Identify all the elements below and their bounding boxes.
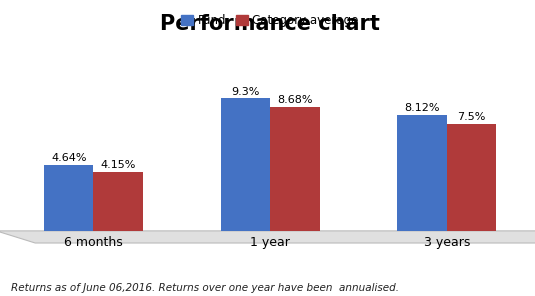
Bar (221, 98, 270, 231)
Text: Returns as of June 06,2016. Returns over one year have been  annualised.: Returns as of June 06,2016. Returns over… (11, 283, 399, 293)
Bar (447, 124, 496, 231)
Polygon shape (0, 231, 535, 243)
Text: 7.5%: 7.5% (457, 112, 486, 122)
Text: 8.12%: 8.12% (404, 103, 440, 113)
Text: 9.3%: 9.3% (231, 86, 259, 96)
Bar (398, 115, 447, 231)
Legend: Fund, Category average: Fund, Category average (181, 14, 359, 27)
Text: 8.68%: 8.68% (277, 95, 312, 105)
Title: Performance chart: Performance chart (160, 14, 380, 33)
Bar (44, 165, 94, 231)
Text: 4.15%: 4.15% (101, 160, 136, 170)
Bar (270, 107, 319, 231)
Bar (94, 172, 143, 231)
Text: 4.64%: 4.64% (51, 153, 87, 163)
